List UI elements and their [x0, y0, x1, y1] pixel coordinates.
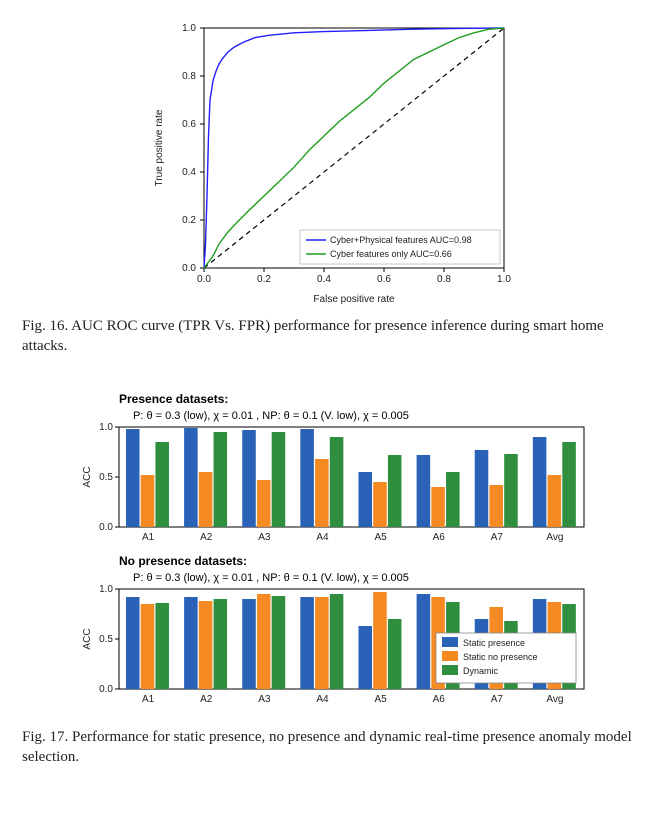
svg-text:ACC: ACC — [82, 628, 93, 649]
fig16-caption: Fig. 16. AUC ROC curve (TPR Vs. FPR) per… — [22, 316, 645, 357]
roc-chart-container: 0.00.0 0.2 0.2 0.4 0.4 0.6 0.6 0.8 0.8 1.0 1.0 Fals… — [22, 18, 645, 308]
svg-text:A1: A1 — [141, 532, 154, 543]
svg-text:0.5: 0.5 — [99, 634, 113, 645]
svg-text:A1: A1 — [141, 694, 154, 705]
svg-text:Avg: Avg — [546, 532, 563, 543]
svg-text:0.4: 0.4 — [317, 274, 331, 285]
figure-16: 0.00.0 0.2 0.2 0.4 0.4 0.6 0.6 0.8 0.8 1.0 1.0 Fals… — [22, 18, 645, 357]
svg-text:0.2: 0.2 — [182, 215, 196, 226]
svg-text:1.0: 1.0 — [182, 23, 196, 34]
svg-text:0.8: 0.8 — [182, 71, 196, 82]
svg-text:A7: A7 — [490, 694, 503, 705]
svg-text:A2: A2 — [200, 694, 213, 705]
svg-text:Cyber features only AUC=0.66: Cyber features only AUC=0.66 — [330, 249, 452, 259]
svg-text:0.5: 0.5 — [99, 472, 113, 483]
svg-text:ACC: ACC — [82, 466, 93, 487]
svg-text:A5: A5 — [374, 532, 387, 543]
roc-chart: 0.00.0 0.2 0.2 0.4 0.4 0.6 0.6 0.8 0.8 1.0 1.0 Fals… — [144, 18, 524, 308]
svg-text:A7: A7 — [490, 532, 503, 543]
svg-text:True positive rate: True positive rate — [154, 109, 165, 186]
svg-text:A2: A2 — [200, 532, 213, 543]
svg-text:Presence datasets:: Presence datasets: — [119, 392, 228, 406]
svg-text:Static presence: Static presence — [463, 638, 525, 648]
svg-text:1.0: 1.0 — [99, 584, 113, 595]
bar-chart: Presence datasets: P: θ = 0.3 (low), χ = … — [74, 387, 594, 719]
fig17-caption: Fig. 17. Performance for static presence… — [22, 727, 645, 768]
svg-text:0.0: 0.0 — [99, 684, 113, 695]
svg-text:0.4: 0.4 — [182, 167, 196, 178]
svg-text:A6: A6 — [432, 694, 445, 705]
svg-text:A4: A4 — [316, 694, 329, 705]
svg-text:Dynamic: Dynamic — [463, 666, 499, 676]
svg-text:Avg: Avg — [546, 694, 563, 705]
svg-text:False positive rate: False positive rate — [313, 294, 395, 305]
svg-text:Cyber+Physical features AUC=0.: Cyber+Physical features AUC=0.98 — [330, 235, 472, 245]
svg-text:1.0: 1.0 — [497, 274, 511, 285]
svg-text:P: θ = 0.3 (low), χ = 0.01 , N: P: θ = 0.3 (low), χ = 0.01 , NP: θ = 0.1… — [133, 410, 409, 422]
svg-text:A3: A3 — [258, 694, 271, 705]
svg-text:Static no presence: Static no presence — [463, 652, 538, 662]
svg-text:A6: A6 — [432, 532, 445, 543]
svg-text:0.6: 0.6 — [377, 274, 391, 285]
svg-text:0.6: 0.6 — [182, 119, 196, 130]
bar-chart-container: Presence datasets: P: θ = 0.3 (low), χ = … — [22, 387, 645, 719]
svg-text:A5: A5 — [374, 694, 387, 705]
figure-17: Presence datasets: P: θ = 0.3 (low), χ = … — [22, 387, 645, 768]
svg-text:P: θ = 0.3 (low), χ = 0.01 , N: P: θ = 0.3 (low), χ = 0.01 , NP: θ = 0.1… — [133, 572, 409, 584]
svg-text:0.0: 0.0 — [197, 274, 211, 285]
svg-text:0.0: 0.0 — [99, 522, 113, 533]
svg-text:0.0: 0.0 — [182, 263, 196, 274]
svg-text:0.2: 0.2 — [257, 274, 271, 285]
svg-text:No presence datasets:: No presence datasets: — [119, 554, 247, 568]
svg-text:A4: A4 — [316, 532, 329, 543]
svg-text:A3: A3 — [258, 532, 271, 543]
svg-text:0.8: 0.8 — [437, 274, 451, 285]
svg-text:1.0: 1.0 — [99, 422, 113, 433]
